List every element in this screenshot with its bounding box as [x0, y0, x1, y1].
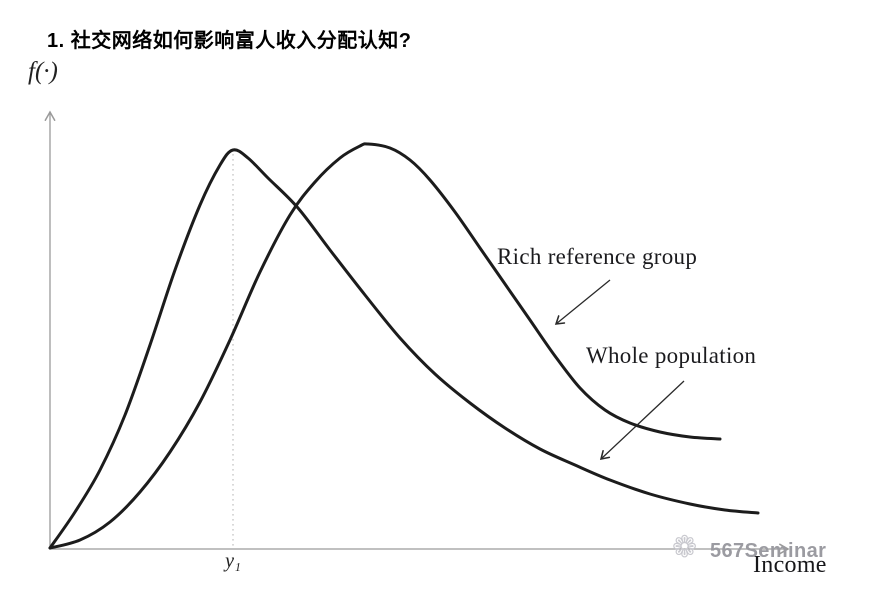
- rich-reference-group-curve: [48, 142, 722, 550]
- watermark-text: 567Seminar: [710, 540, 827, 562]
- watermark-logo-icon: ❁: [672, 530, 698, 565]
- x-axis-label: Income: [753, 552, 827, 578]
- y-axis-label: f(·): [28, 58, 58, 85]
- x-tick-label-y1: y₁: [225, 550, 241, 572]
- whole-population-curve: [48, 148, 760, 550]
- annotation-rich-reference-group: Rich reference group: [497, 244, 698, 269]
- annotation-whole-population: Whole population: [586, 343, 757, 368]
- whole-population-arrow: [599, 380, 685, 460]
- page-title: 1. 社交网络如何影响富人收入分配认知?: [47, 30, 412, 52]
- watermark: ❁ 567Seminar: [670, 533, 850, 573]
- rich-reference-group-arrow: [554, 279, 611, 325]
